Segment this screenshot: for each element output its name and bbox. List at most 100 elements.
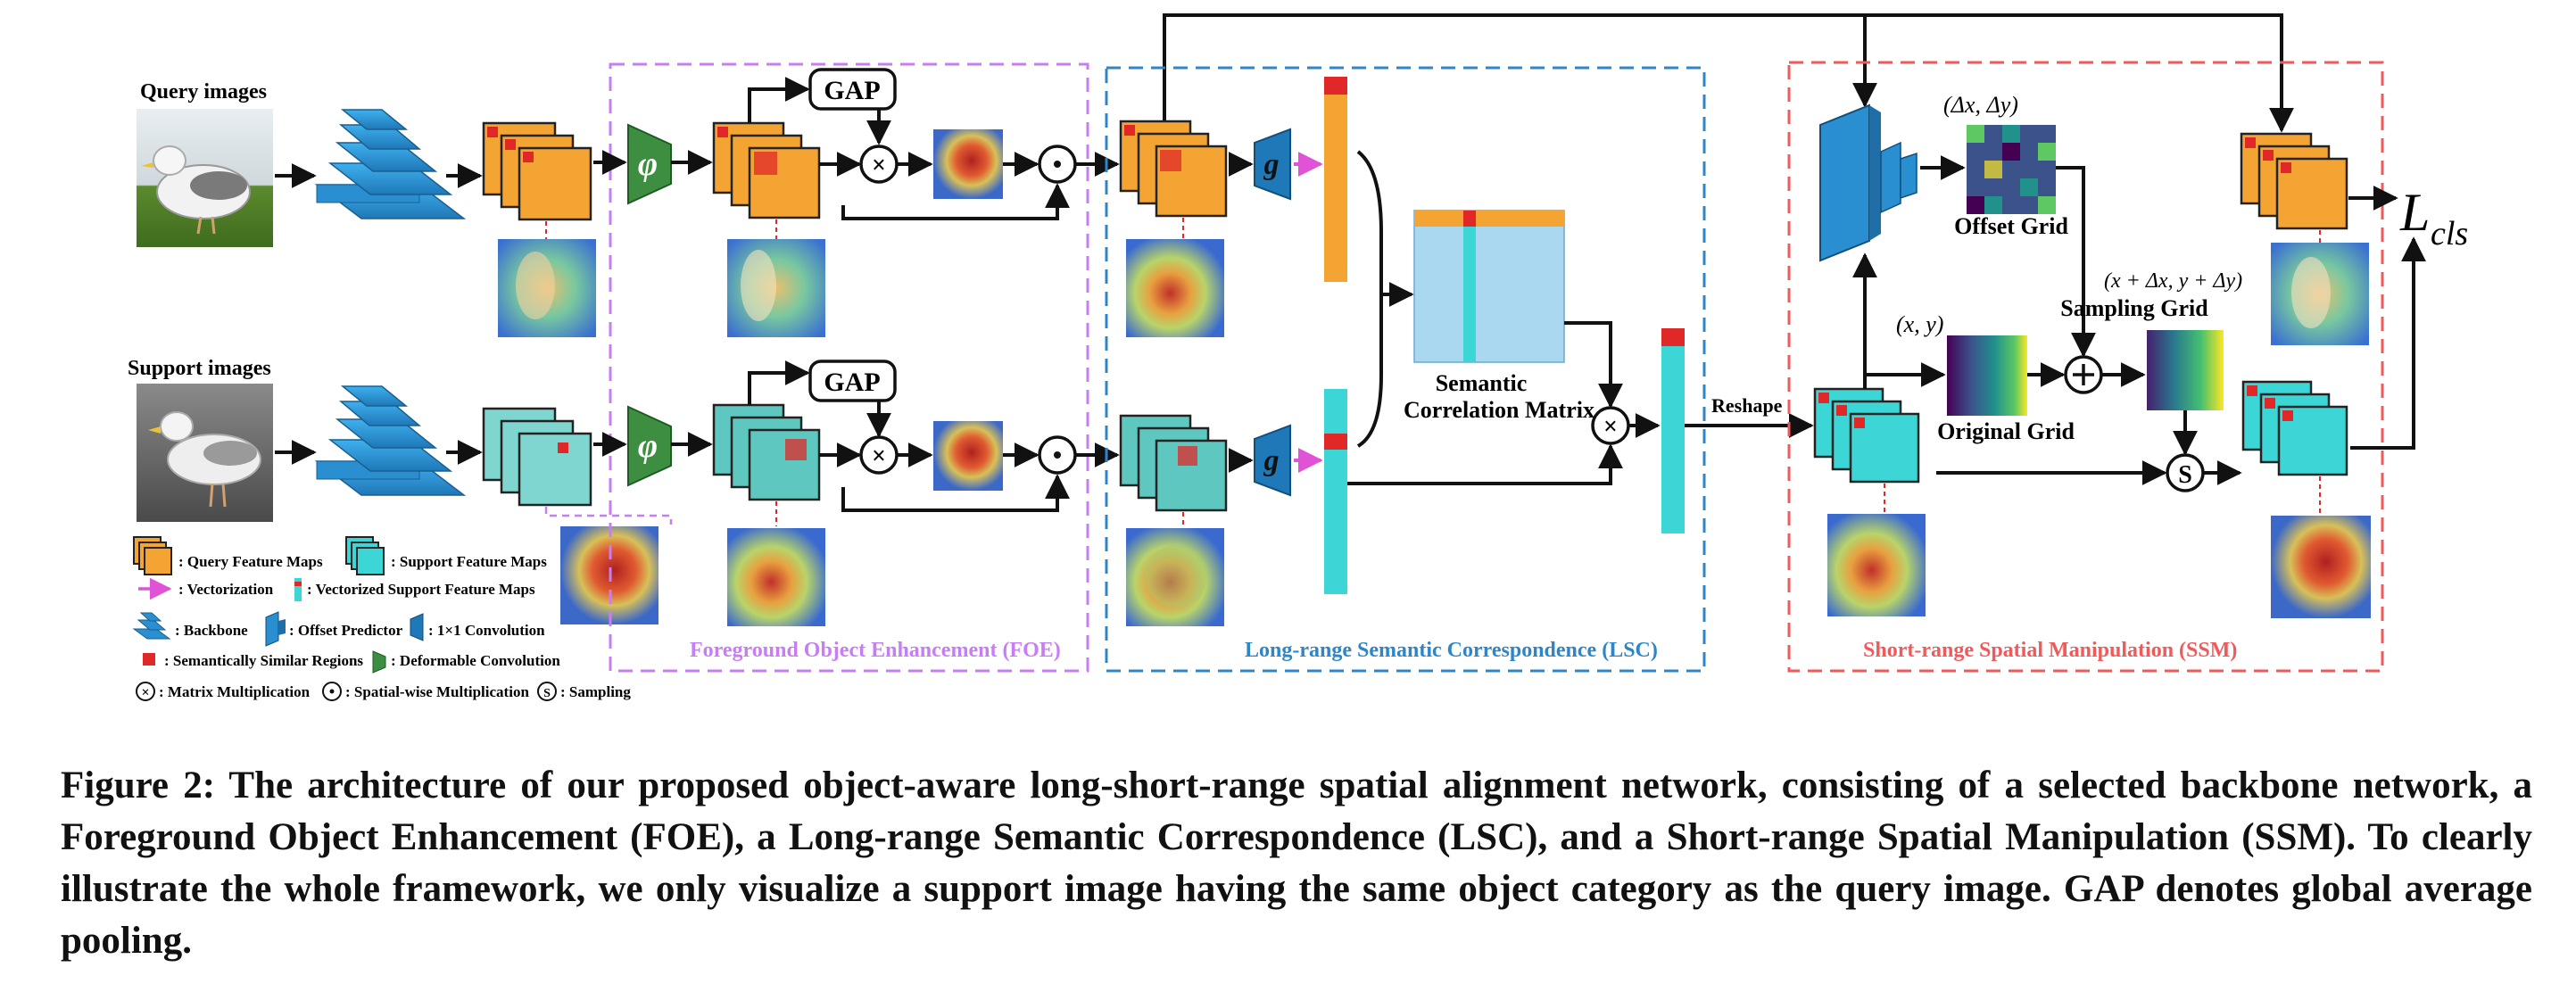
query-feature-maps-1 (482, 121, 592, 221)
foe-module-box (609, 62, 1089, 673)
svg-text:φ: φ (638, 145, 658, 183)
architecture-diagram: Query images Support images (128, 13, 2468, 701)
svg-text:: Offset Predictor: : Offset Predictor (289, 622, 403, 639)
offset-grid (1967, 125, 2056, 214)
svg-text:×: × (141, 685, 149, 700)
aligned-support-feature-maps (2241, 380, 2348, 476)
semantic-matrix-label-2: Correlation Matrix (1404, 397, 1594, 423)
delta-label: (Δx, Δy) (1943, 92, 2018, 118)
svg-text:L: L (2399, 183, 2430, 242)
support-image (137, 384, 273, 522)
classification-loss: L cls (2399, 183, 2468, 252)
semantic-matrix-label-1: Semantic (1436, 370, 1528, 396)
svg-text:: Matrix Multiplication: : Matrix Multiplication (159, 683, 311, 700)
reshape-label: Reshape (1711, 394, 1783, 417)
gap-box-query: GAP (808, 68, 897, 111)
ssm-module-label: Short-range Spatial Manipulation (SSM) (1863, 639, 2237, 662)
foe-module-label: Foreground Object Enhancement (FOE) (690, 639, 1061, 662)
query-backbone (314, 109, 467, 219)
support-feature-maps-lsc (1119, 414, 1228, 512)
svg-text:: Vectorization: : Vectorization (178, 581, 274, 598)
svg-text:g: g (1263, 148, 1280, 181)
svg-text:: 1×1 Convolution: : 1×1 Convolution (428, 622, 545, 639)
original-grid-label: Original Grid (1937, 418, 2075, 444)
phi-deformable-conv-support: φ (627, 405, 672, 487)
support-heatmap-ssm (1827, 514, 1926, 616)
support-attention-map (933, 421, 1003, 491)
svg-text:: Query Feature Maps: : Query Feature Maps (178, 553, 323, 570)
legend-sampling: S : Sampling (537, 682, 631, 701)
query-feature-maps-ssm (2240, 132, 2348, 230)
support-images-label: Support images (128, 357, 271, 380)
svg-text:GAP: GAP (824, 368, 880, 397)
svg-text:×: × (1603, 413, 1618, 441)
support-feature-maps-foe (712, 403, 821, 501)
legend-vectorization: : Vectorization (138, 577, 274, 600)
sampling-op: S (2166, 453, 2205, 492)
gap-box-support: GAP (808, 360, 897, 402)
query-heatmap-ssm (2271, 243, 2369, 345)
support-backbone (314, 385, 467, 496)
original-grid (1947, 335, 2027, 416)
query-heatmap-foe (727, 239, 825, 337)
aligned-support-heatmap (2271, 516, 2371, 618)
query-heatmap-lsc (1126, 239, 1224, 337)
legend-vectorized-support: : Vectorized Support Feature Maps (294, 578, 535, 601)
query-feature-maps-lsc (1119, 120, 1228, 218)
svg-text:: Spatial-wise Multiplication: : Spatial-wise Multiplication (345, 683, 529, 700)
query-images-label: Query images (140, 80, 267, 103)
legend-similar-regions: : Semantically Similar Regions (143, 652, 363, 669)
query-attention-map (933, 129, 1003, 199)
svg-text:: Sampling: : Sampling (560, 683, 631, 700)
svg-text:S: S (543, 687, 551, 700)
matrix-mult-op-support: × (859, 435, 899, 475)
legend-deformable-conv: : Deformable Convolution (372, 650, 560, 674)
sampling-grid-label: Sampling Grid (2060, 295, 2208, 321)
input-arrows (275, 163, 483, 465)
support-heatmap-lsc (1126, 528, 1224, 626)
matrix-mult-op-lsc: × (1591, 406, 1630, 445)
svg-text:×: × (872, 152, 886, 179)
spatial-mult-op-support (1038, 435, 1077, 475)
legend-backbone: : Backbone (132, 612, 248, 640)
svg-text:: Deformable Convolution: : Deformable Convolution (391, 652, 560, 669)
legend-conv1x1: : 1×1 Convolution (410, 613, 545, 641)
support-feature-maps-1 (482, 407, 592, 507)
support-vector (1324, 389, 1347, 594)
svg-text:: Semantically Similar Regions: : Semantically Similar Regions (164, 652, 363, 669)
svg-text:S: S (2178, 461, 2192, 489)
phi-deformable-conv-query: φ (627, 123, 672, 205)
svg-text:: Vectorized Support Feature M: : Vectorized Support Feature Maps (307, 581, 535, 598)
svg-text:g: g (1263, 444, 1280, 477)
sampling-formula-label: (x + Δx, y + Δy) (2104, 269, 2242, 293)
query-vector (1324, 77, 1347, 282)
legend-support-maps: : Support Feature Maps (345, 536, 547, 575)
matrix-mult-op-query: × (859, 145, 899, 184)
legend: : Query Feature Maps : Support Feature M… (132, 536, 631, 701)
query-heatmap-1 (498, 239, 596, 337)
svg-text:: Support Feature Maps: : Support Feature Maps (391, 553, 547, 570)
legend-offset-predictor: : Offset Predictor (265, 611, 403, 647)
add-op (2064, 355, 2103, 394)
svg-text:: Backbone: : Backbone (175, 622, 248, 639)
g-conv-support: g (1254, 424, 1291, 497)
svg-text:φ: φ (638, 427, 658, 465)
support-feature-maps-ssm (1813, 387, 1920, 484)
aligned-support-vector (1661, 328, 1685, 533)
g-conv-query: g (1254, 128, 1291, 201)
svg-text:cls: cls (2431, 215, 2468, 252)
xy-label: (x, y) (1896, 311, 1943, 337)
legend-query-maps: : Query Feature Maps (133, 536, 323, 575)
support-heatmap-foe (727, 528, 825, 626)
query-image (137, 109, 273, 247)
svg-text:×: × (872, 442, 886, 470)
ssm-module-box (1787, 61, 2384, 673)
offset-predictor (1819, 103, 1918, 262)
legend-matrix-mult: × : Matrix Multiplication (136, 682, 311, 701)
figure-caption: Figure 2: The architecture of our propos… (61, 765, 2532, 962)
lsc-module-box (1105, 66, 1706, 673)
sampling-grid (2147, 330, 2224, 410)
spatial-mult-op-query (1038, 145, 1077, 184)
semantic-correlation-matrix (1413, 210, 1565, 363)
query-feature-maps-foe (712, 121, 821, 219)
